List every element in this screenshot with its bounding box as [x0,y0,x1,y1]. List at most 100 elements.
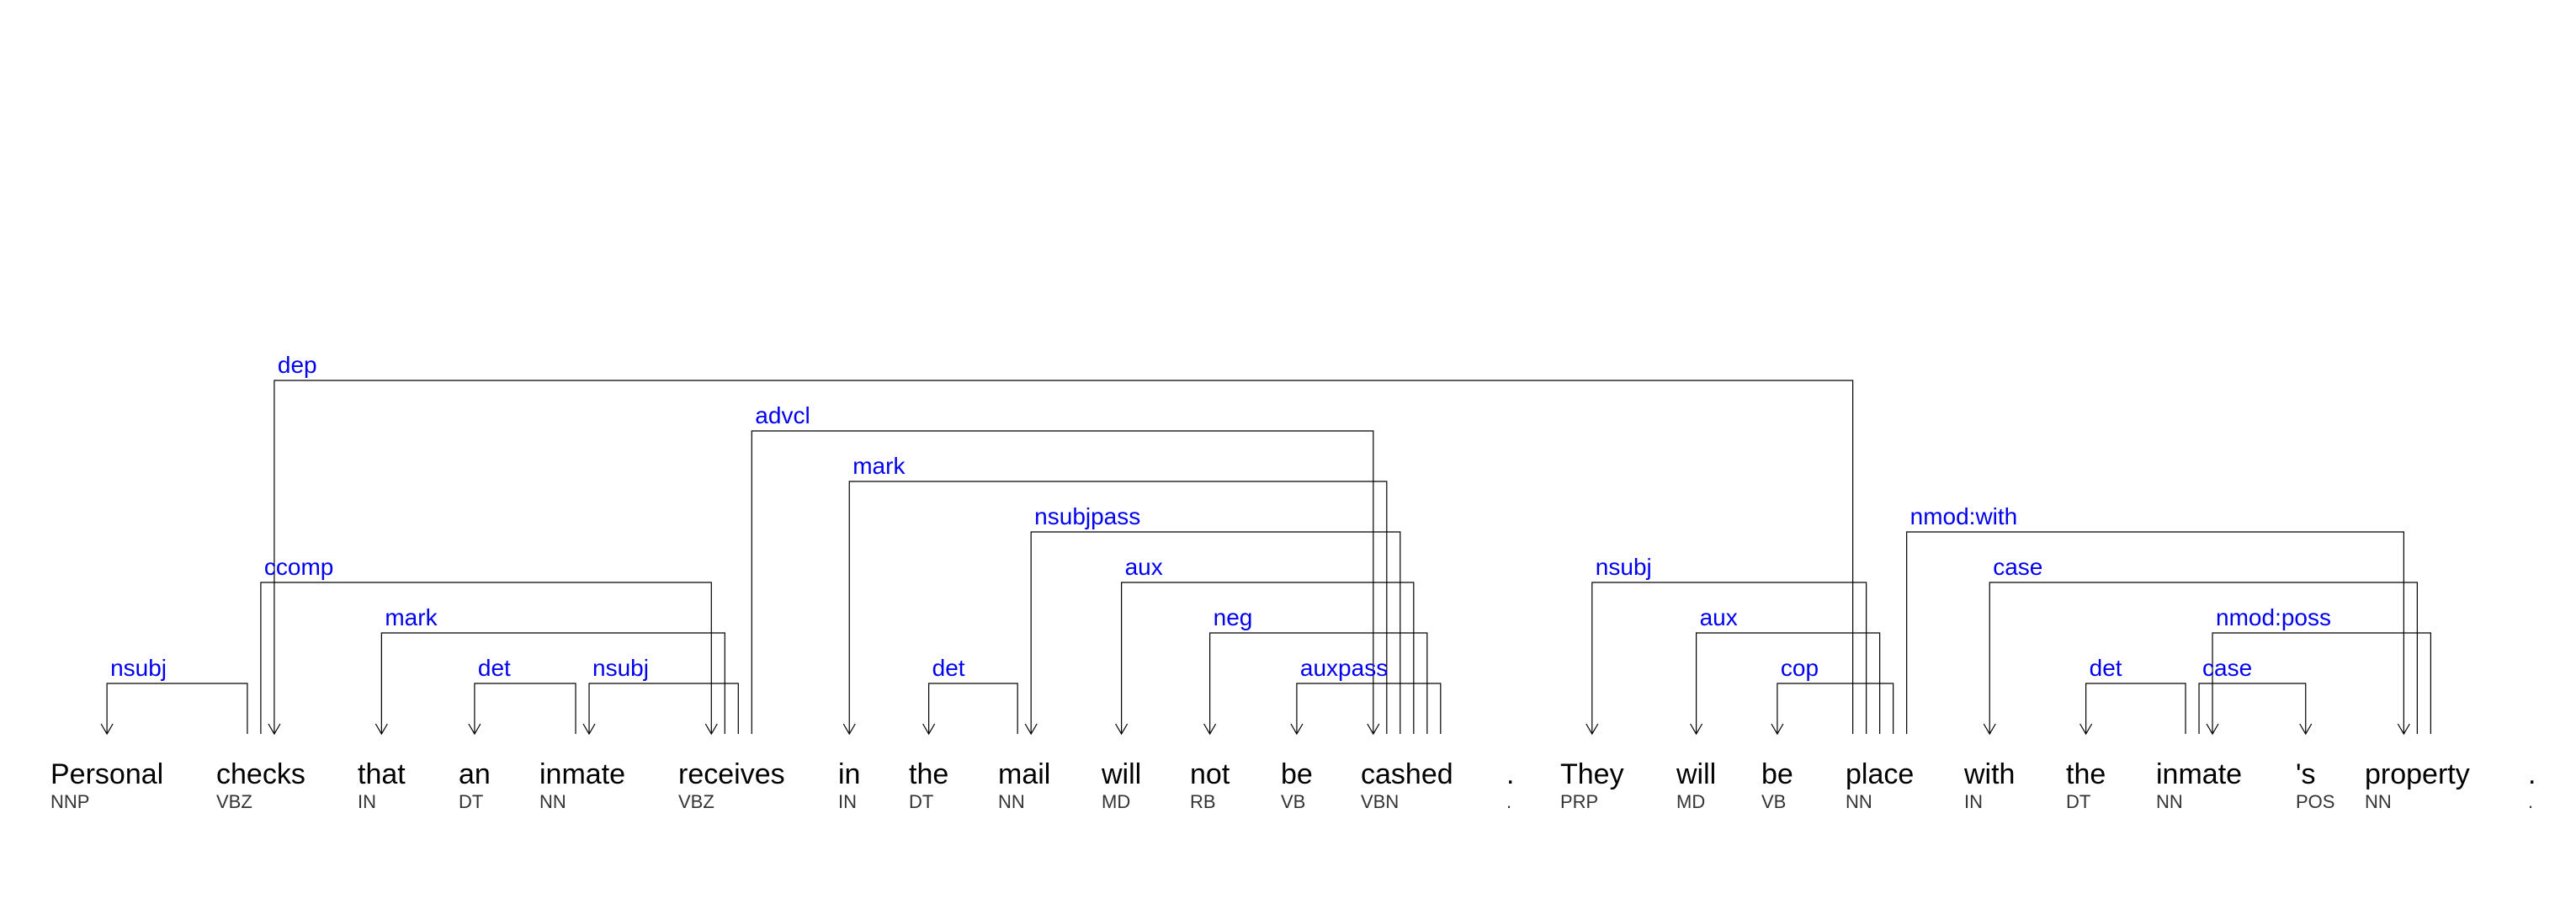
token-word: be [1761,758,1793,790]
relation-label: mark [852,453,906,479]
token-word: the [909,758,948,790]
token-pos-tag: MD [1102,791,1130,812]
token-pos-tag: DT [909,791,933,812]
token-pos-tag: VBZ [678,791,714,812]
dependency-arrowhead [2397,723,2410,736]
dependency-arrowhead [468,723,481,736]
dependency-arrowhead [1367,723,1380,736]
dependency-arrowhead [582,723,596,736]
dependency-arc [848,481,1388,734]
token-word: checks [216,758,305,790]
dependency-arc [274,380,1854,734]
token-pos-tag: PRP [1560,791,1598,812]
relation-label: det [478,655,511,681]
token-pos-tag: VB [1761,791,1786,812]
token-pos-tag: VBN [1361,791,1399,812]
token-word: in [838,758,860,790]
token-pos-tag: IN [838,791,857,812]
dependency-arc [1296,683,1442,734]
token-word: inmate [2156,758,2242,790]
dependency-arc [588,683,739,734]
dependency-arc [928,683,1018,734]
token-pos-tag: NNP [50,791,89,812]
relation-label: ccomp [264,554,333,580]
relation-label: case [2202,655,2252,681]
token-pos-tag: MD [1676,791,1705,812]
token-pos-tag: DT [2066,791,2090,812]
dependency-arrowhead [1024,723,1038,736]
relation-label: nsubj [592,655,649,681]
dependency-arc [260,582,712,734]
relation-label: case [1993,554,2042,580]
token-word: inmate [539,758,625,790]
token-word: not [1190,758,1230,790]
token-pos-tag: NN [998,791,1025,812]
dependency-arcs [100,380,2431,736]
token-word: an [459,758,491,790]
token-word: will [1676,758,1716,790]
dependency-arrowhead [2299,723,2313,736]
dependency-arc [1121,582,1415,734]
token-word: cashed [1361,758,1453,790]
token-word: receives [678,758,785,790]
dependency-arc [2085,683,2186,734]
dependency-arrowhead [1983,723,1996,736]
relation-label: dep [278,352,317,378]
dependency-arrowhead [1115,723,1129,736]
relation-label: det [2090,655,2122,681]
token-word: be [1281,758,1313,790]
relation-labels: nsubj ccomp det mark nsubj advcl det aux mark nsu… [110,352,2331,681]
dependency-arc [1989,582,2418,734]
token-word: that [358,758,406,790]
dependency-arrowhead [704,723,718,736]
dependency-arc [2198,683,2307,734]
token-pos-tag: VBZ [216,791,252,812]
token-word: the [2066,758,2106,790]
token-word: They [1560,758,1624,790]
dependency-arc [2212,632,2431,734]
token-word: . [2528,758,2536,790]
token-pos-tag: RB [1190,791,1216,812]
token-word: Personal [50,758,163,790]
dependency-arrowhead [2206,723,2219,736]
token-pos-tag: VB [1281,791,1305,812]
dependency-arc [1591,582,1867,734]
dependency-arrowhead [2079,723,2093,736]
relation-label: det [932,655,965,681]
token-pos-tag: . [2528,791,2533,812]
token-pos-tag: DT [459,791,483,812]
dependency-arrowhead [1585,723,1599,736]
token-pos-tag: NN [2156,791,2183,812]
relation-label: nmod:poss [2216,604,2331,630]
dependency-arrowhead [1203,723,1217,736]
token-word: property [2365,758,2470,790]
token-word: place [1846,758,1914,790]
dependency-arrowhead [842,723,856,736]
dependency-arrowhead [1771,723,1784,736]
dependency-arc [1777,683,1894,734]
dependency-arrowhead [374,723,388,736]
relation-label: advcl [755,402,810,428]
token-pos-tag: NN [1846,791,1872,812]
relation-label: neg [1214,604,1253,630]
dependency-arrowhead [268,723,281,736]
token-pos-tag: POS [2296,791,2334,812]
relation-label: nsubj [110,655,167,681]
relation-label: nsubjpass [1034,503,1140,529]
token-word: 's [2296,758,2316,790]
dependency-arrowhead [100,723,114,736]
relation-label: nsubj [1596,554,1652,580]
token-pos-tag: . [1506,791,1511,812]
relation-label: aux [1700,604,1738,630]
sentence-tokens: PersonalNNPchecksVBZthatINanDTinmateNNre… [50,758,2536,812]
relation-label: auxpass [1300,655,1388,681]
dependency-arrowhead [922,723,936,736]
token-pos-tag: IN [358,791,376,812]
dependency-arrowhead [1690,723,1703,736]
dependency-arc [474,683,576,734]
dependency-arc [106,683,248,734]
relation-label: nmod:with [1910,503,2018,529]
token-pos-tag: NN [2365,791,2392,812]
relation-label: mark [385,604,438,630]
